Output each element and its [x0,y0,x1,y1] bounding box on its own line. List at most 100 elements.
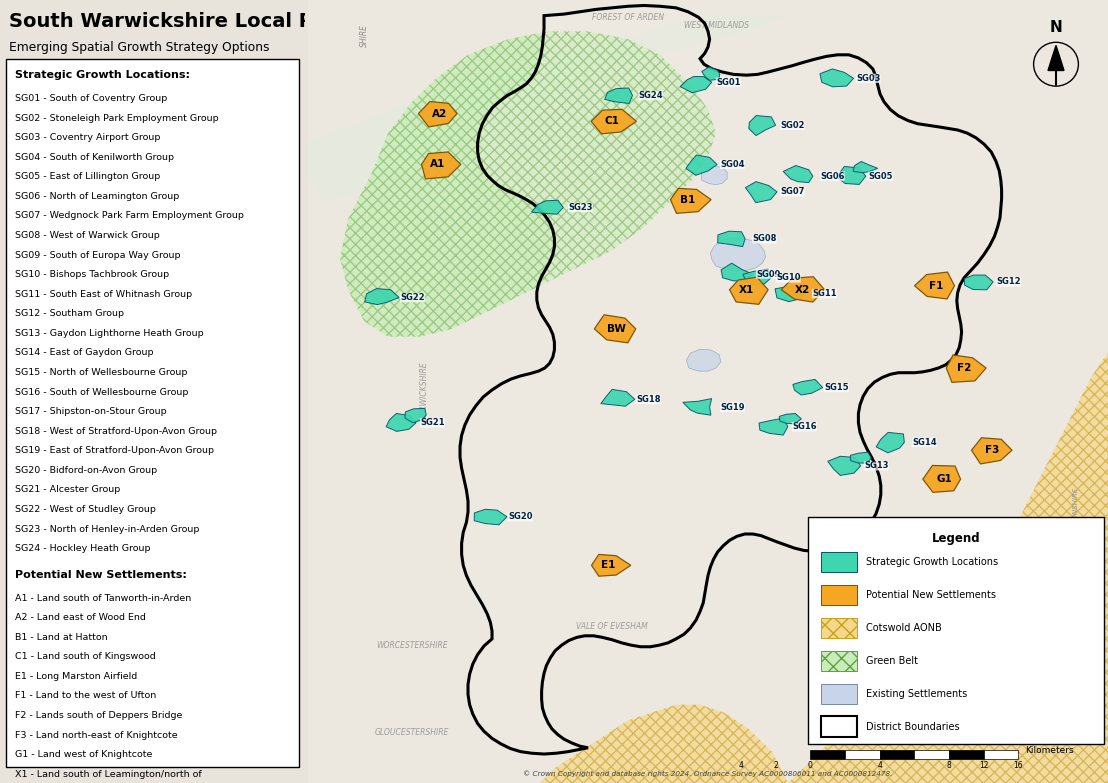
Text: FOREST OF ARDEN: FOREST OF ARDEN [592,13,664,22]
Text: SG07 - Wedgnock Park Farm Employment Group: SG07 - Wedgnock Park Farm Employment Gro… [16,211,244,220]
Text: SG18 - West of Stratford-Upon-Avon Group: SG18 - West of Stratford-Upon-Avon Group [16,427,217,435]
Text: SG01: SG01 [716,78,740,87]
Polygon shape [1048,45,1064,70]
Text: SG08 - West of Warwick Group: SG08 - West of Warwick Group [16,231,160,240]
Text: G1: G1 [936,474,952,484]
Text: A2: A2 [432,109,448,118]
Bar [880,750,914,759]
Polygon shape [746,182,777,203]
Text: SG14: SG14 [912,438,936,447]
FancyBboxPatch shape [7,59,299,767]
Bar [810,750,845,759]
Text: SG05: SG05 [868,171,893,181]
Polygon shape [670,189,711,213]
Polygon shape [404,409,427,423]
Text: SG13: SG13 [864,461,889,471]
Text: South Warwickshire Local Plan: South Warwickshire Local Plan [9,12,347,31]
Text: A1: A1 [430,160,445,169]
Text: X2: X2 [794,285,810,294]
Text: Existing Settlements: Existing Settlements [866,689,967,698]
Text: B1 - Land at Hatton: B1 - Land at Hatton [16,633,107,641]
Polygon shape [853,161,878,172]
Polygon shape [923,465,961,493]
Polygon shape [972,438,1012,464]
Text: SG09 - South of Europa Way Group: SG09 - South of Europa Way Group [16,251,181,259]
Polygon shape [839,167,865,185]
Text: F2 - Lands south of Deppers Bridge: F2 - Lands south of Deppers Bridge [16,711,183,720]
Text: SG10 - Bishops Tachbrook Group: SG10 - Bishops Tachbrook Group [16,270,170,279]
Polygon shape [756,352,1108,783]
Polygon shape [851,452,871,463]
Text: SG04 - South of Kenilworth Group: SG04 - South of Kenilworth Group [16,153,174,161]
Polygon shape [601,389,635,406]
Bar [845,750,880,759]
Text: SG22: SG22 [400,293,424,302]
Text: SG23: SG23 [568,203,593,212]
Text: F2: F2 [957,363,972,373]
Polygon shape [749,116,776,135]
Polygon shape [729,277,768,305]
Text: WARWICKSHIRE: WARWICKSHIRE [420,361,429,422]
Bar [808,517,1104,744]
Text: A1 - Land south of Tanworth-in-Arden: A1 - Land south of Tanworth-in-Arden [16,594,192,602]
Text: Cotswold AONB: Cotswold AONB [866,623,942,633]
Text: Potential New Settlements:: Potential New Settlements: [16,570,187,580]
Text: SG02 - Stoneleigh Park Employment Group: SG02 - Stoneleigh Park Employment Group [16,114,219,122]
Text: SG03: SG03 [856,74,881,83]
Text: 2: 2 [773,761,778,770]
Text: SG15: SG15 [824,383,849,392]
Polygon shape [814,651,835,670]
Text: E1: E1 [601,561,615,570]
Text: SG21 - Alcester Group: SG21 - Alcester Group [16,485,121,494]
Polygon shape [540,705,788,783]
Text: C1: C1 [605,117,619,126]
Bar [821,618,856,638]
Polygon shape [774,286,806,301]
Polygon shape [474,509,507,525]
Text: Potential New Settlements: Potential New Settlements [866,590,996,600]
Text: X1: X1 [739,285,755,294]
Text: Strategic Growth Locations: Strategic Growth Locations [866,557,998,567]
Text: SG11 - South East of Whitnash Group: SG11 - South East of Whitnash Group [16,290,193,298]
Text: WORCESTERSHIRE: WORCESTERSHIRE [377,641,448,651]
Polygon shape [710,238,766,271]
Text: X1 - Land south of Leamington/north of: X1 - Land south of Leamington/north of [16,770,202,778]
Text: 12: 12 [979,761,988,770]
Bar [950,750,984,759]
Text: Green Belt: Green Belt [866,656,919,666]
Text: SG08: SG08 [752,234,777,244]
Text: GLOUCESTERSHIRE: GLOUCESTERSHIRE [375,727,449,737]
Polygon shape [779,413,801,424]
Polygon shape [743,269,771,284]
Text: SG05 - East of Lillington Group: SG05 - East of Lillington Group [16,172,161,181]
Polygon shape [946,355,986,382]
Text: SHIRE: SHIRE [359,23,369,47]
Text: F1: F1 [929,281,943,290]
Polygon shape [701,67,720,81]
Polygon shape [783,165,813,182]
Polygon shape [683,399,711,415]
Text: 0: 0 [808,761,813,770]
Polygon shape [876,432,904,453]
Polygon shape [594,315,636,343]
Text: 16: 16 [1014,761,1023,770]
Text: N: N [1049,20,1063,35]
Text: BW: BW [606,324,625,334]
Text: SG17 - Shipston-on-Stour Group: SG17 - Shipston-on-Stour Group [16,407,167,416]
Text: VALE OF EVESHAM: VALE OF EVESHAM [576,622,648,631]
Text: SG14 - East of Gaydon Group: SG14 - East of Gaydon Group [16,348,154,357]
Text: SG11: SG11 [812,289,837,298]
Polygon shape [308,16,788,204]
Text: SG16 - South of Wellesbourne Group: SG16 - South of Wellesbourne Group [16,388,188,396]
Text: SG10: SG10 [776,273,800,283]
Polygon shape [721,263,752,281]
Text: SG17: SG17 [844,657,869,666]
Bar [821,585,856,605]
Text: SG12 - Southam Group: SG12 - Southam Group [16,309,124,318]
Text: SG20 - Bidford-on-Avon Group: SG20 - Bidford-on-Avon Group [16,466,157,474]
Text: B1: B1 [680,195,696,204]
Polygon shape [340,31,716,337]
Polygon shape [419,102,458,127]
Polygon shape [828,456,861,475]
Text: SG15 - North of Wellesbourne Group: SG15 - North of Wellesbourne Group [16,368,187,377]
